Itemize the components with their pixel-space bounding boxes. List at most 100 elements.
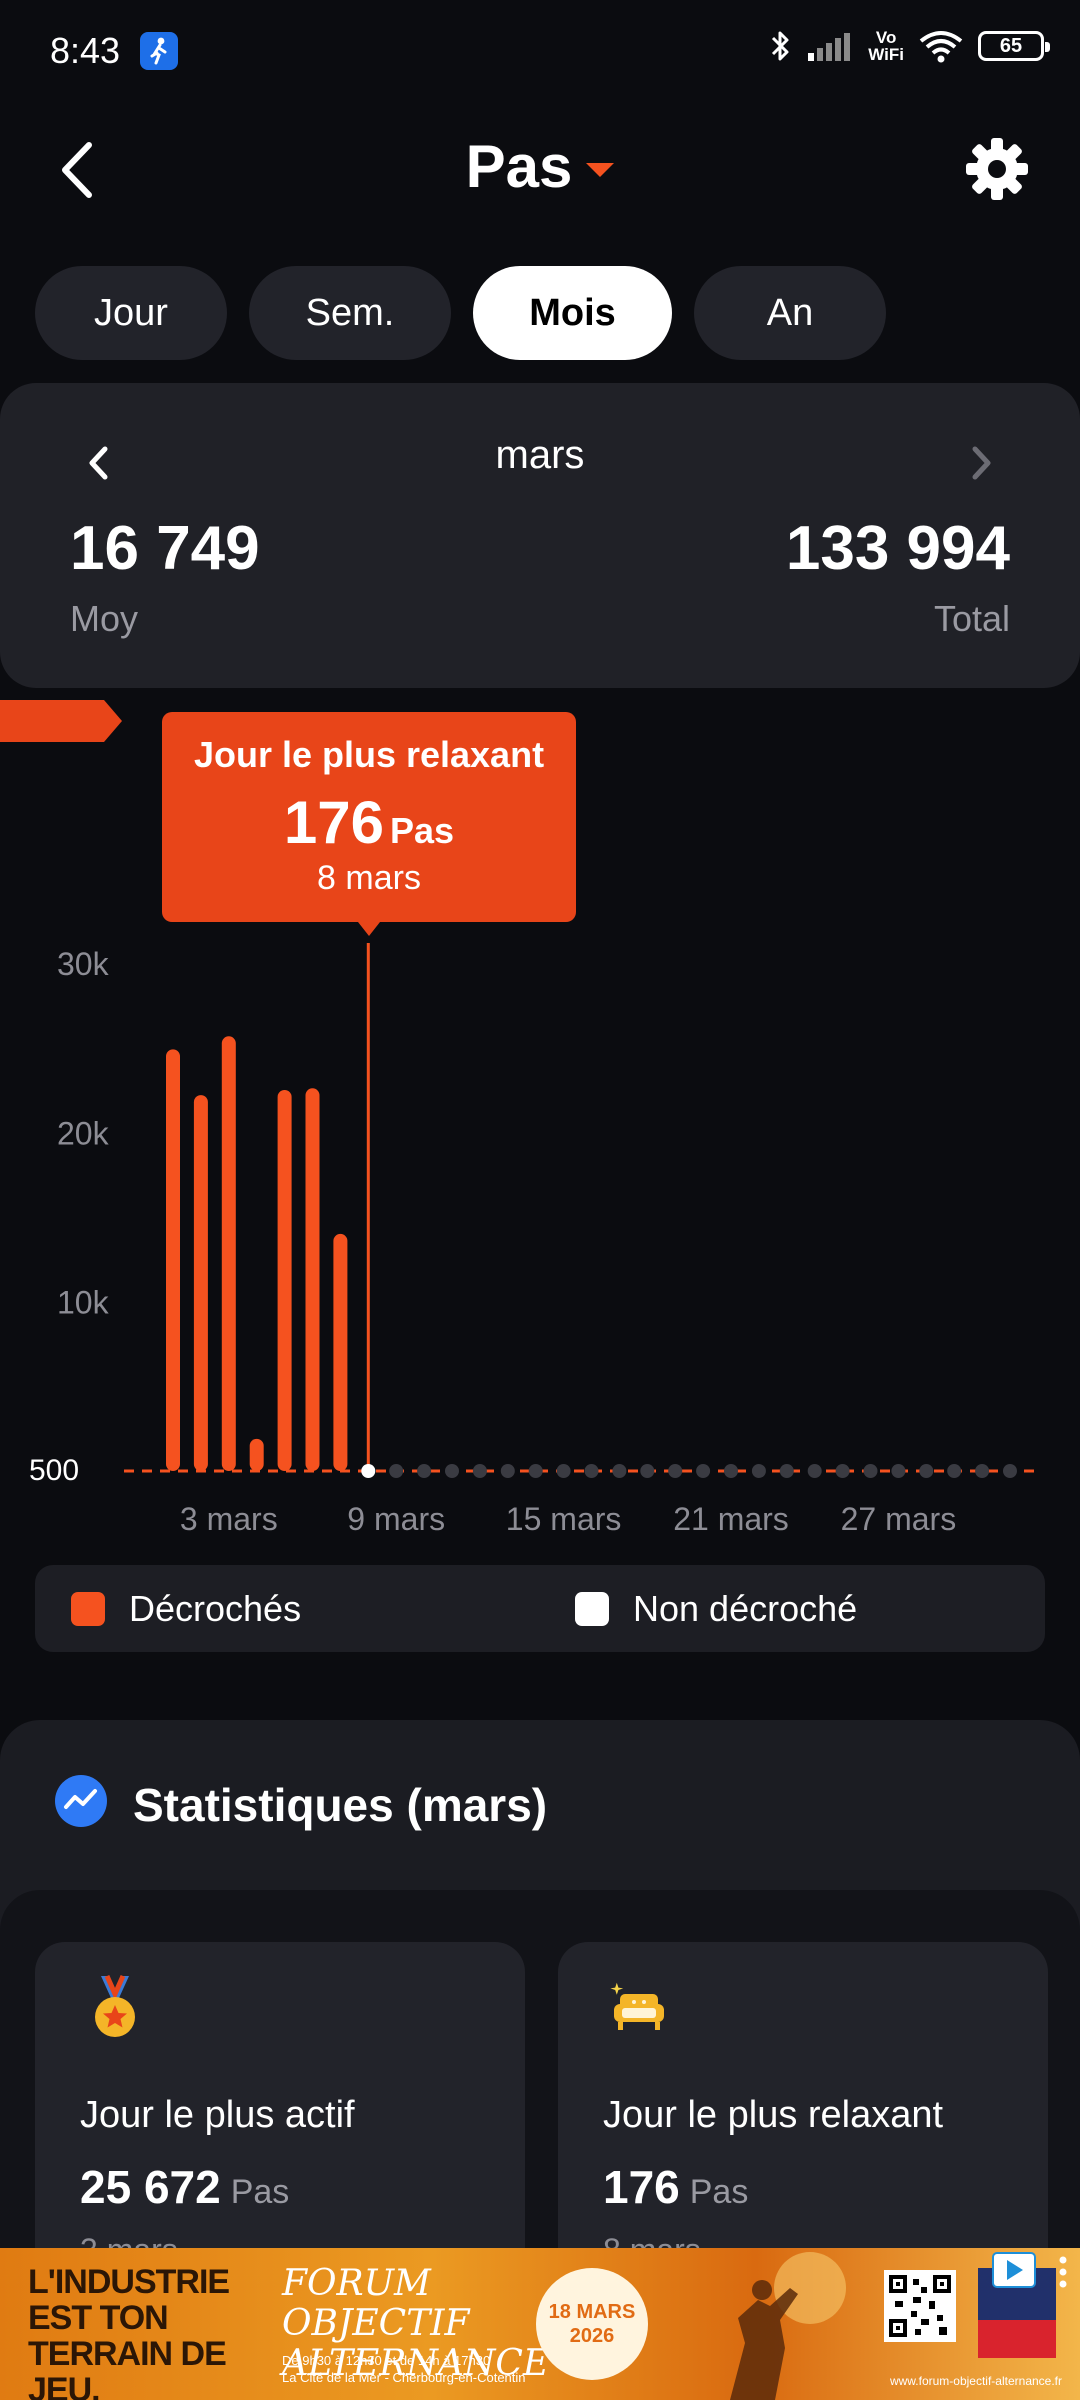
settings-button[interactable]: [962, 134, 1032, 204]
x-tick-label: 27 mars: [841, 1501, 957, 1537]
day-dot: [863, 1464, 878, 1478]
tab-day[interactable]: Jour: [35, 266, 227, 360]
ad-banner[interactable]: L'INDUSTRIE EST TON TERRAIN DE JEU. FORU…: [0, 2248, 1080, 2400]
chevron-right-icon: [972, 446, 991, 480]
next-month-button[interactable]: [955, 433, 1005, 493]
average-steps-label: Moy: [70, 598, 139, 639]
tooltip-date: 8 mars: [317, 859, 421, 897]
goal-badge-label: 500: [28, 1454, 80, 1487]
stat-value: 176: [603, 2161, 680, 2213]
month-label: mars: [495, 433, 585, 477]
trend-chart-icon: [55, 1775, 107, 1827]
stat-title: Jour le plus actif: [80, 2094, 355, 2136]
tab-year[interactable]: An: [694, 266, 886, 360]
steps-chart-svg: 10k 20k 30k 3 mars 9 mars 15 mars 21 mars 27 ma…: [57, 943, 1035, 1537]
day-dot: [947, 1464, 962, 1478]
chart-tooltip: Jour le plus relaxant 176 Pas 8 mars: [162, 712, 576, 936]
day-dot: [417, 1464, 432, 1478]
tooltip-value: 176: [283, 789, 385, 856]
day-dot: [1003, 1464, 1017, 1478]
day-dot: [528, 1464, 543, 1478]
back-button[interactable]: [55, 135, 115, 205]
bluetooth-icon: [772, 31, 789, 61]
wifi-icon: [919, 31, 963, 63]
ad-sponsor-logo: [978, 2268, 1056, 2358]
period-tabs: Jour Sem. Mois An: [35, 266, 886, 360]
stat-value: 25 672: [80, 2161, 221, 2213]
stat-title: Jour le plus relaxant: [603, 2094, 944, 2136]
bar: [333, 1233, 348, 1471]
selected-day-dot: [361, 1464, 376, 1478]
day-dot: [612, 1464, 627, 1478]
x-tick-label: 21 mars: [673, 1501, 789, 1537]
steps-chart[interactable]: 10k 20k 30k 3 mars 9 mars 15 mars 21 mars 27 ma…: [0, 700, 1080, 1550]
day-dot: [835, 1464, 850, 1478]
day-dot: [556, 1464, 571, 1478]
medal-icon: [95, 1974, 135, 2037]
tooltip-title: Jour le plus relaxant: [193, 734, 545, 775]
day-dot: [919, 1464, 934, 1478]
total-steps-value: 133 994: [785, 514, 1010, 583]
legend-swatch-achieved: [71, 1591, 105, 1626]
ad-headline: L'INDUSTRIE EST TON TERRAIN DE JEU.: [28, 2263, 230, 2400]
gear-icon: [966, 138, 1028, 200]
signal-icon: [808, 33, 851, 61]
y-tick-label: 20k: [57, 1115, 110, 1151]
y-tick-label: 30k: [57, 946, 110, 982]
summary-card: mars 16 749 Moy 133 994 Total: [0, 383, 1080, 688]
ad-player-illustration: [730, 2252, 846, 2400]
previous-month-button[interactable]: [75, 433, 125, 493]
tooltip-unit: Pas: [390, 810, 455, 851]
ad-date-badge: 18 MARS 2026: [536, 2268, 648, 2380]
ad-choices-icon[interactable]: [992, 2252, 1036, 2288]
chevron-left-icon: [62, 142, 92, 198]
battery-icon: 65: [978, 31, 1050, 61]
bar: [277, 1090, 292, 1471]
vowifi-indicator: Vo WiFi: [868, 28, 904, 64]
day-dot: [779, 1464, 794, 1478]
bar: [249, 1438, 264, 1471]
status-time: 8:43: [50, 30, 121, 71]
day-dot: [807, 1464, 822, 1478]
y-tick-label: 10k: [57, 1285, 110, 1321]
goal-badge: [0, 700, 122, 742]
caret-down-icon: [586, 162, 615, 177]
bar: [305, 1088, 320, 1471]
legend-swatch-not-achieved: [575, 1591, 609, 1626]
day-dot: [668, 1464, 683, 1478]
title-dropdown[interactable]: Pas: [0, 132, 1080, 201]
x-tick-label: 9 mars: [347, 1501, 445, 1537]
day-dot: [640, 1464, 655, 1478]
page-title: Pas: [465, 133, 573, 200]
day-dot: [696, 1464, 711, 1478]
sofa-icon: [610, 1982, 664, 2030]
stat-unit: Pas: [230, 2173, 290, 2211]
day-dot: [891, 1464, 906, 1478]
day-dot: [751, 1464, 766, 1478]
ad-url: www.forum-objectif-alternance.fr: [889, 2374, 1062, 2388]
more-options-icon[interactable]: [1056, 2254, 1070, 2290]
status-bar: 8:43 Vo WiFi 65: [0, 0, 1080, 110]
tab-month[interactable]: Mois: [473, 266, 672, 360]
day-dot: [724, 1464, 738, 1478]
legend-label-achieved: Décrochés: [129, 1587, 302, 1629]
stat-unit: Pas: [689, 2173, 749, 2211]
day-dot: [500, 1464, 515, 1478]
x-tick-label: 15 mars: [506, 1501, 622, 1537]
ad-qr-code: [884, 2270, 956, 2342]
bar: [193, 1095, 208, 1471]
legend-item-not-achieved: Non décroché: [575, 1565, 857, 1652]
legend-item-achieved: Décrochés: [71, 1565, 301, 1652]
ad-details: De 9h30 à 12h30 et de 14h à 17h30 La Cit…: [282, 2353, 526, 2385]
average-steps-value: 16 749: [70, 514, 260, 583]
day-dot: [975, 1464, 990, 1478]
total-steps-label: Total: [933, 598, 1010, 639]
app-header: Pas: [0, 110, 1080, 230]
activity-app-icon: [140, 32, 178, 70]
day-dot: [389, 1464, 404, 1478]
bar: [166, 1049, 180, 1471]
day-dot: [472, 1464, 487, 1478]
day-dot: [445, 1464, 459, 1478]
tab-week[interactable]: Sem.: [249, 266, 451, 360]
legend-label-not-achieved: Non décroché: [633, 1587, 858, 1629]
